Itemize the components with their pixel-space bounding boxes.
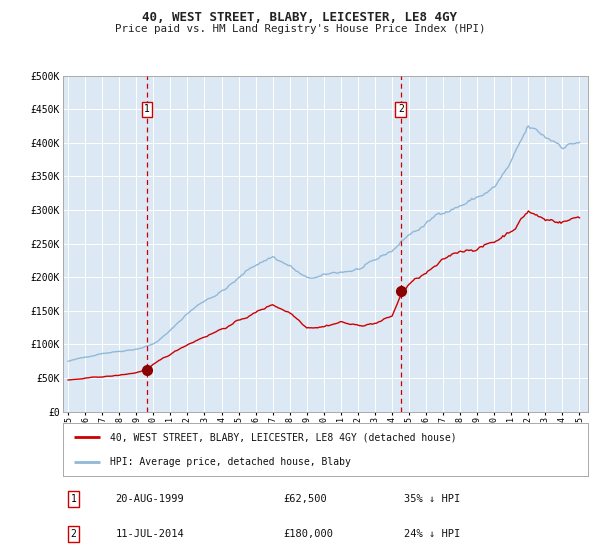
Text: 2: 2 <box>71 529 76 539</box>
Text: 24% ↓ HPI: 24% ↓ HPI <box>404 529 461 539</box>
Text: 35% ↓ HPI: 35% ↓ HPI <box>404 494 461 504</box>
Text: 11-JUL-2014: 11-JUL-2014 <box>115 529 184 539</box>
Text: 40, WEST STREET, BLABY, LEICESTER, LE8 4GY (detached house): 40, WEST STREET, BLABY, LEICESTER, LE8 4… <box>110 432 457 442</box>
Text: 1: 1 <box>144 104 150 114</box>
Text: HPI: Average price, detached house, Blaby: HPI: Average price, detached house, Blab… <box>110 456 351 466</box>
Text: £62,500: £62,500 <box>284 494 327 504</box>
Text: Price paid vs. HM Land Registry's House Price Index (HPI): Price paid vs. HM Land Registry's House … <box>115 24 485 34</box>
Text: 1: 1 <box>71 494 76 504</box>
Text: 2: 2 <box>398 104 404 114</box>
Text: 20-AUG-1999: 20-AUG-1999 <box>115 494 184 504</box>
Text: £180,000: £180,000 <box>284 529 334 539</box>
Text: 40, WEST STREET, BLABY, LEICESTER, LE8 4GY: 40, WEST STREET, BLABY, LEICESTER, LE8 4… <box>143 11 458 24</box>
